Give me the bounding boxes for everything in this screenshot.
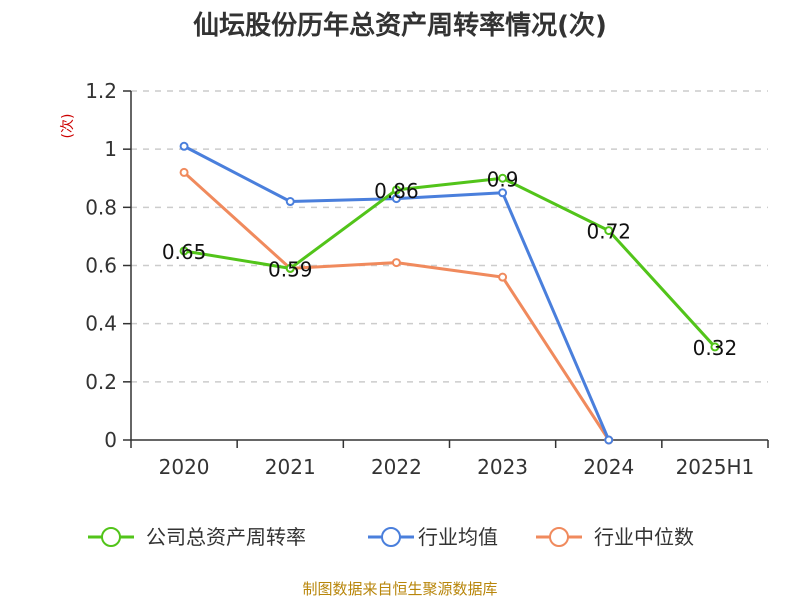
data-label: 0.9 <box>487 167 519 191</box>
legend-item[interactable]: 行业中位数 <box>536 525 694 549</box>
data-point <box>285 263 295 273</box>
data-point <box>604 435 614 445</box>
data-point <box>391 185 401 195</box>
y-tick-labels: 0 0.2 0.4 0.6 0.8 1 1.2 <box>85 79 117 452</box>
data-point <box>498 272 508 282</box>
legend[interactable]: 公司总资产周转率 行业均值 行业中位数 <box>88 525 694 549</box>
axes <box>123 90 769 448</box>
x-tick-label: 2022 <box>371 455 422 479</box>
data-label: 0.59 <box>268 257 313 281</box>
legend-label: 行业均值 <box>418 525 498 549</box>
data-point <box>604 226 614 236</box>
y-tick-label: 1.2 <box>85 79 117 103</box>
legend-item[interactable]: 公司总资产周转率 <box>88 525 306 549</box>
x-tick-label: 2024 <box>583 455 634 479</box>
y-tick-label: 0.2 <box>85 370 117 394</box>
y-tick-label: 0 <box>104 428 117 452</box>
legend-label: 公司总资产周转率 <box>146 525 306 549</box>
data-point <box>179 246 189 256</box>
data-point <box>391 258 401 268</box>
legend-item[interactable]: 行业均值 <box>368 525 498 549</box>
x-tick-label: 2020 <box>159 455 210 479</box>
data-point <box>391 194 401 204</box>
y-tick-label: 1 <box>104 137 117 161</box>
x-tick-labels: 2020 2021 2022 2023 2024 2025H1 <box>159 455 755 479</box>
data-point <box>498 173 508 183</box>
legend-label: 行业中位数 <box>594 525 694 549</box>
data-point <box>179 167 189 177</box>
grid-lines <box>131 90 768 383</box>
x-tick-label: 2021 <box>265 455 316 479</box>
data-labels: 0.65 0.59 0.86 0.9 0.72 0.32 <box>162 167 737 360</box>
series-lines <box>179 141 720 445</box>
legend-marker <box>381 527 401 547</box>
series-line <box>183 171 611 441</box>
x-tick-label: 2023 <box>477 455 528 479</box>
data-point <box>285 197 295 207</box>
data-label: 0.86 <box>374 179 419 203</box>
legend-marker <box>549 527 569 547</box>
data-label: 0.72 <box>586 220 631 244</box>
data-point <box>498 188 508 198</box>
data-label: 0.32 <box>693 336 738 360</box>
x-tick-label: 2025H1 <box>676 455 755 479</box>
data-point <box>710 342 720 352</box>
series-line <box>183 176 717 348</box>
y-tick-label: 0.6 <box>85 254 117 278</box>
data-label: 0.65 <box>162 240 207 264</box>
y-axis-label: (次) <box>60 114 76 139</box>
y-tick-label: 0.8 <box>85 195 117 219</box>
legend-marker <box>101 527 121 547</box>
y-tick-label: 0.4 <box>85 312 117 336</box>
data-point <box>179 141 189 151</box>
source-note: 制图数据来自恒生聚源数据库 <box>302 580 497 598</box>
chart-title: 仙坛股份历年总资产周转率情况(次) <box>193 10 607 41</box>
